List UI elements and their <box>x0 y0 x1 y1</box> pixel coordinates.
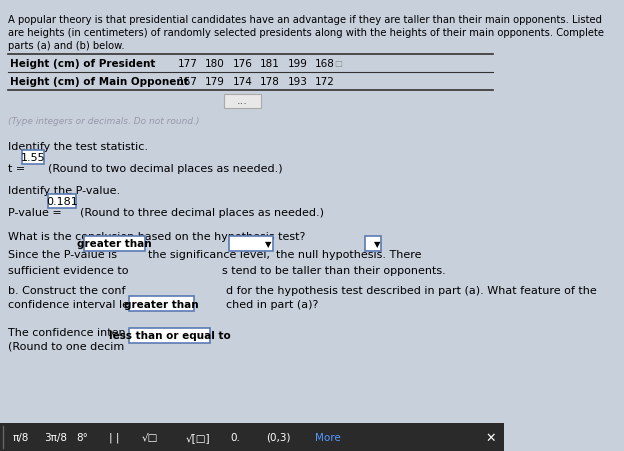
Text: 8°: 8° <box>77 432 89 442</box>
Text: 181: 181 <box>260 59 280 69</box>
Text: Height (cm) of President: Height (cm) of President <box>10 59 155 69</box>
Text: less than or equal to: less than or equal to <box>109 331 230 341</box>
Text: 193: 193 <box>288 77 308 87</box>
Text: 174: 174 <box>233 77 253 87</box>
Text: are heights (in centimeters) of randomly selected presidents along with the heig: are heights (in centimeters) of randomly… <box>8 28 604 38</box>
Text: the significance level,: the significance level, <box>148 249 270 259</box>
Text: confidence interval le: confidence interval le <box>8 299 129 309</box>
Text: ...: ... <box>236 96 248 106</box>
Text: (0,3): (0,3) <box>266 432 291 442</box>
Text: s tend to be taller than their opponents.: s tend to be taller than their opponents… <box>222 265 446 276</box>
Text: 3π/8: 3π/8 <box>44 432 67 442</box>
Text: A popular theory is that presidential candidates have an advantage if they are t: A popular theory is that presidential ca… <box>8 15 602 25</box>
FancyBboxPatch shape <box>49 194 76 208</box>
Text: greater than: greater than <box>77 239 152 249</box>
Text: 180: 180 <box>205 59 225 69</box>
Text: 0.: 0. <box>230 432 240 442</box>
Text: (Type integers or decimals. Do not round.): (Type integers or decimals. Do not round… <box>8 117 200 126</box>
Text: ✕: ✕ <box>485 431 496 443</box>
Text: Since the P-value is: Since the P-value is <box>8 249 117 259</box>
Text: t =: t = <box>8 164 26 174</box>
Text: ▼: ▼ <box>265 239 271 249</box>
Text: ched in part (a)?: ched in part (a)? <box>226 299 318 309</box>
Text: 1.55: 1.55 <box>21 152 46 163</box>
Text: (Round to two decimal places as needed.): (Round to two decimal places as needed.) <box>49 164 283 174</box>
Text: 199: 199 <box>288 59 308 69</box>
Text: √[□]: √[□] <box>186 432 210 442</box>
Text: 0.181: 0.181 <box>46 197 78 207</box>
Text: greater than: greater than <box>124 299 199 309</box>
Text: Identify the test statistic.: Identify the test statistic. <box>8 142 148 152</box>
Text: sufficient evidence to: sufficient evidence to <box>8 265 129 276</box>
Text: The confidence inten: The confidence inten <box>8 327 125 337</box>
FancyBboxPatch shape <box>225 95 261 109</box>
Text: b. Construct the conf: b. Construct the conf <box>8 285 125 295</box>
Text: √□: √□ <box>141 432 158 442</box>
Text: 172: 172 <box>315 77 335 87</box>
Text: parts (a) and (b) below.: parts (a) and (b) below. <box>8 41 125 51</box>
Text: (Round to three decimal places as needed.): (Round to three decimal places as needed… <box>80 207 324 217</box>
FancyBboxPatch shape <box>22 151 44 165</box>
FancyBboxPatch shape <box>84 236 145 252</box>
FancyBboxPatch shape <box>228 236 273 252</box>
FancyBboxPatch shape <box>129 296 194 311</box>
Text: 167: 167 <box>178 77 198 87</box>
Text: 176: 176 <box>233 59 253 69</box>
FancyBboxPatch shape <box>129 328 210 343</box>
Text: | |: | | <box>109 432 120 442</box>
Text: (Round to one decim: (Round to one decim <box>8 341 124 351</box>
Text: What is the conclusion based on the hypothesis test?: What is the conclusion based on the hypo… <box>8 231 306 241</box>
FancyBboxPatch shape <box>365 236 381 252</box>
Text: Identify the P-value.: Identify the P-value. <box>8 186 120 196</box>
Text: 168: 168 <box>315 59 335 69</box>
Text: 177: 177 <box>178 59 198 69</box>
Text: □: □ <box>334 59 342 68</box>
Text: π/8: π/8 <box>12 432 29 442</box>
Text: Height (cm) of Main Opponent: Height (cm) of Main Opponent <box>10 77 188 87</box>
Text: 179: 179 <box>205 77 225 87</box>
Text: the null hypothesis. There: the null hypothesis. There <box>276 249 422 259</box>
Text: More: More <box>315 432 341 442</box>
Text: 178: 178 <box>260 77 280 87</box>
Text: ▼: ▼ <box>374 239 381 249</box>
Text: d for the hypothesis test described in part (a). What feature of the: d for the hypothesis test described in p… <box>226 285 597 295</box>
Bar <box>0 423 504 451</box>
Text: P-value =: P-value = <box>8 207 62 217</box>
